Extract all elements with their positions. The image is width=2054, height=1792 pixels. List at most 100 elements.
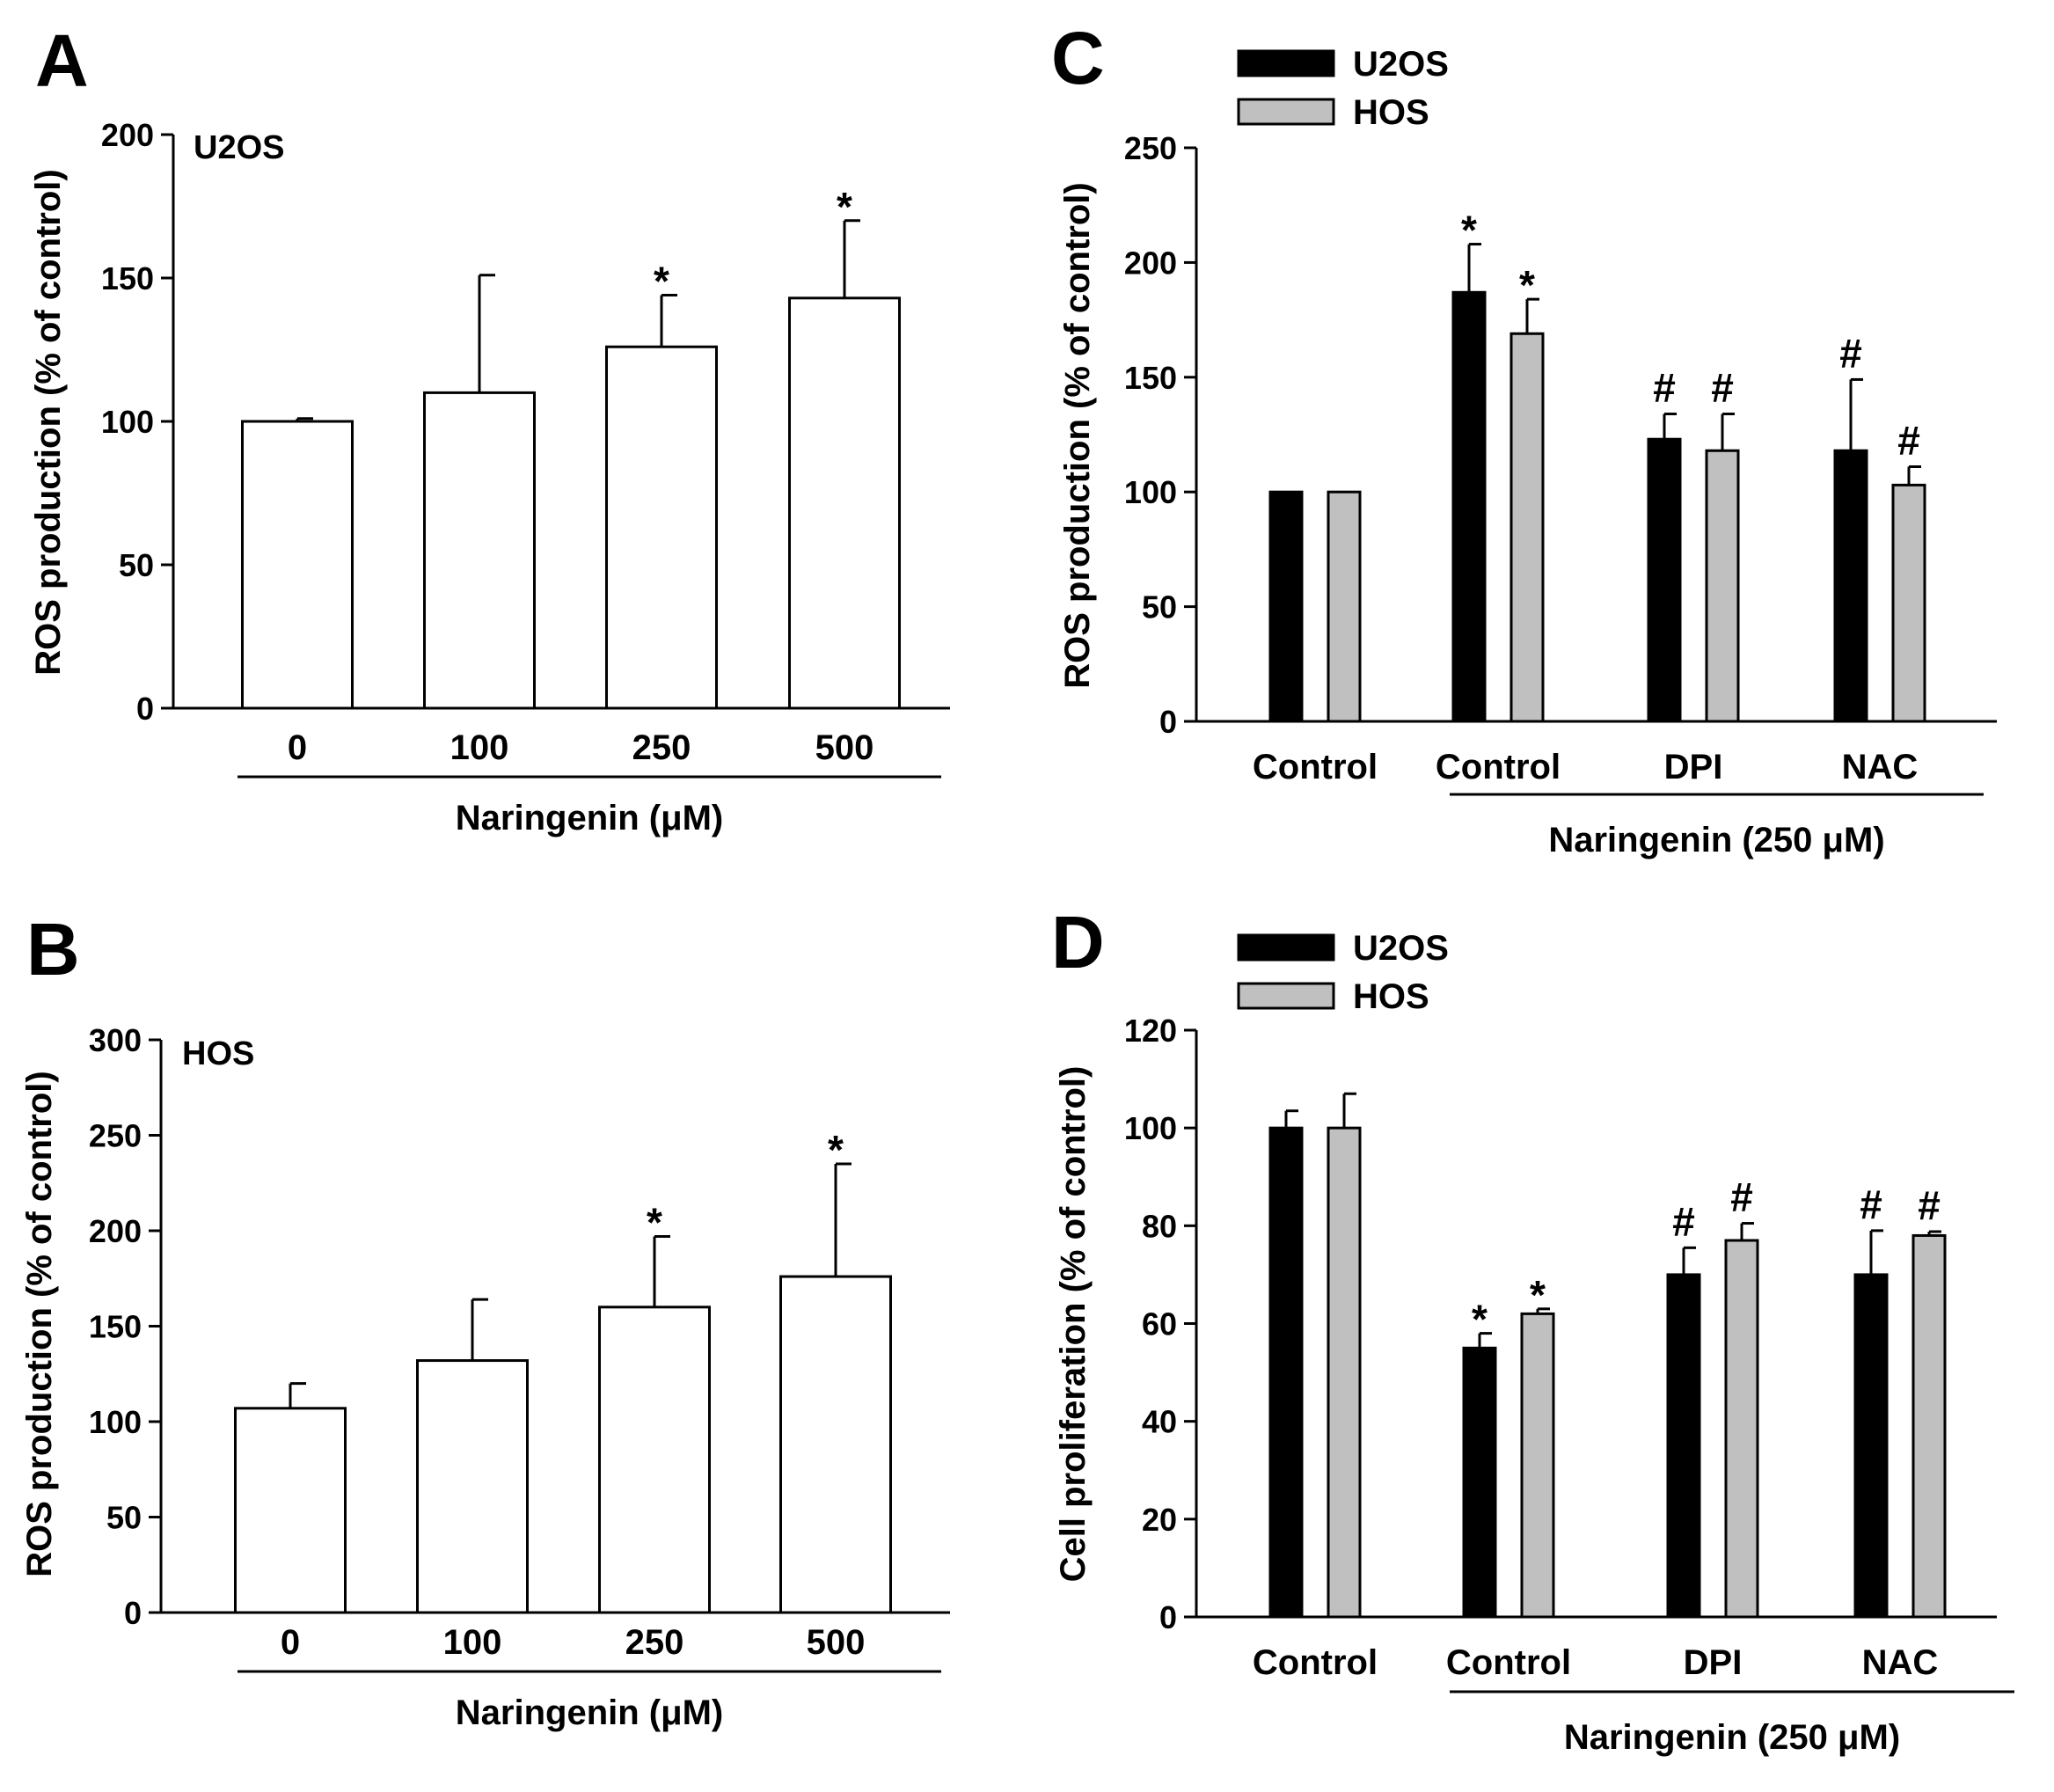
category-label: 0 bbox=[281, 1623, 300, 1662]
bar bbox=[1647, 437, 1682, 723]
y-tick-label: 150 bbox=[89, 1309, 142, 1345]
y-tick-label: 40 bbox=[1142, 1404, 1177, 1440]
bar bbox=[1833, 449, 1868, 723]
y-tick-label: 150 bbox=[101, 260, 154, 296]
legend-swatch bbox=[1237, 982, 1335, 1010]
bar bbox=[1911, 1233, 1947, 1619]
legend-label: U2OS bbox=[1353, 929, 1449, 968]
bar bbox=[423, 391, 536, 710]
category-label: Control bbox=[1446, 1643, 1571, 1682]
y-tick-label: 60 bbox=[1142, 1306, 1177, 1342]
y-tick-label: 50 bbox=[1142, 589, 1177, 625]
x-axis-label: Naringenin (250 μM) bbox=[1564, 1718, 1900, 1757]
y-tick-label: 120 bbox=[1124, 1013, 1177, 1049]
category-label: Control bbox=[1436, 748, 1561, 786]
category-label: NAC bbox=[1842, 748, 1919, 786]
y-tick-label: 100 bbox=[1124, 474, 1177, 510]
category-label: 100 bbox=[450, 728, 509, 767]
y-tick-label: 200 bbox=[101, 117, 154, 153]
y-tick-label: 0 bbox=[1159, 1599, 1177, 1635]
significance-marker: * bbox=[828, 1127, 844, 1173]
x-axis-label: Naringenin (μM) bbox=[456, 799, 723, 837]
y-axis-label: ROS production (% of control) bbox=[29, 169, 68, 676]
panel-letter-c: C bbox=[1051, 17, 1105, 99]
category-label: Control bbox=[1253, 748, 1378, 786]
significance-marker: # bbox=[1839, 330, 1862, 376]
significance-marker: * bbox=[1472, 1297, 1488, 1342]
significance-marker: # bbox=[1730, 1174, 1753, 1220]
panel-letter-b: B bbox=[26, 908, 80, 991]
x-axis-label: Naringenin (μM) bbox=[456, 1693, 723, 1732]
inset-label: HOS bbox=[182, 1035, 254, 1072]
bar bbox=[1462, 1346, 1497, 1619]
bar bbox=[1268, 490, 1304, 723]
y-tick-label: 20 bbox=[1142, 1502, 1177, 1538]
y-tick-label: 0 bbox=[124, 1595, 142, 1631]
category-label: DPI bbox=[1664, 748, 1723, 786]
bar bbox=[779, 1275, 892, 1614]
category-label: 100 bbox=[443, 1623, 502, 1662]
y-tick-label: 150 bbox=[1124, 360, 1177, 396]
bar bbox=[1666, 1273, 1701, 1619]
bar bbox=[1520, 1312, 1555, 1619]
significance-marker: * bbox=[1519, 262, 1535, 308]
y-tick-label: 50 bbox=[106, 1500, 142, 1536]
y-axis-label: ROS production (% of control) bbox=[20, 1071, 59, 1577]
legend-label: U2OS bbox=[1353, 45, 1449, 84]
y-tick-label: 100 bbox=[101, 404, 154, 440]
legend-label: HOS bbox=[1353, 93, 1429, 132]
y-tick-label: 300 bbox=[89, 1022, 142, 1058]
y-axis-label: Cell proliferation (% of control) bbox=[1054, 1066, 1093, 1583]
bar bbox=[1327, 1126, 1362, 1619]
y-tick-label: 200 bbox=[89, 1213, 142, 1249]
chart-a: 0 50 100 150 200 ROS production (% of control… bbox=[29, 117, 950, 837]
category-label: 0 bbox=[288, 728, 307, 767]
category-label: 250 bbox=[625, 1623, 684, 1662]
y-tick-label: 100 bbox=[89, 1404, 142, 1440]
category-label: 500 bbox=[807, 1623, 866, 1662]
x-axis-label: Naringenin (250 μM) bbox=[1548, 821, 1884, 859]
bar bbox=[1451, 290, 1487, 723]
significance-marker: # bbox=[1711, 365, 1734, 411]
significance-marker: * bbox=[647, 1200, 662, 1246]
bar bbox=[1724, 1239, 1759, 1619]
y-tick-label: 200 bbox=[1124, 245, 1177, 281]
significance-marker: # bbox=[1860, 1181, 1882, 1227]
category-label: 250 bbox=[632, 728, 691, 767]
chart-d: 0 20 40 60 80 100 120 Cell proliferation (% of … bbox=[1054, 929, 2014, 1757]
bar bbox=[234, 1407, 347, 1614]
y-tick-label: 250 bbox=[1124, 130, 1177, 166]
y-axis-label: ROS production (% of control) bbox=[1058, 182, 1097, 689]
significance-marker: # bbox=[1653, 365, 1676, 411]
legend-label: HOS bbox=[1353, 977, 1429, 1016]
bar bbox=[416, 1359, 529, 1614]
panel-letter-d: D bbox=[1051, 901, 1105, 984]
category-label: Control bbox=[1253, 1643, 1378, 1682]
y-tick-label: 0 bbox=[1159, 704, 1177, 740]
significance-marker: # bbox=[1672, 1198, 1695, 1244]
bar bbox=[1509, 332, 1545, 723]
bar bbox=[241, 420, 354, 710]
bar bbox=[1327, 490, 1362, 723]
bar bbox=[788, 296, 901, 710]
y-tick-label: 250 bbox=[89, 1118, 142, 1154]
bar bbox=[1705, 449, 1740, 723]
chart-c: 0 50 100 150 200 250 ROS production (% of cont… bbox=[1058, 45, 1997, 859]
bar bbox=[1891, 483, 1926, 723]
legend-swatch bbox=[1237, 98, 1335, 126]
significance-marker: * bbox=[654, 259, 669, 304]
significance-marker: * bbox=[1461, 208, 1477, 253]
chart-b: 0 50 100 150 200 250 300 ROS production (% of c… bbox=[20, 1022, 950, 1732]
significance-marker: # bbox=[1897, 418, 1920, 464]
bar bbox=[1268, 1126, 1304, 1619]
panel-letter-a: A bbox=[35, 19, 89, 102]
bar bbox=[1853, 1273, 1889, 1619]
significance-marker: * bbox=[1530, 1272, 1546, 1318]
legend-swatch bbox=[1237, 933, 1335, 962]
y-tick-label: 0 bbox=[136, 691, 154, 727]
significance-marker: # bbox=[1918, 1182, 1941, 1228]
bar bbox=[598, 1306, 711, 1614]
inset-label: U2OS bbox=[194, 129, 284, 166]
legend-swatch bbox=[1237, 49, 1335, 77]
